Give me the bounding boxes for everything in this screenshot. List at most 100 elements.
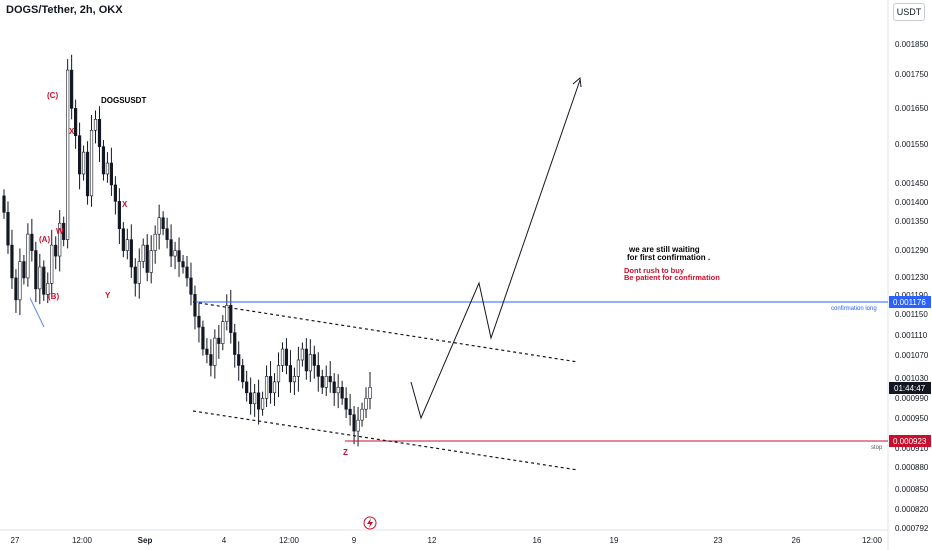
candle-body: [268, 376, 273, 394]
candle-body: [177, 250, 181, 262]
candle-body: [276, 365, 281, 383]
candle-body: [205, 348, 209, 355]
y-tick-label: 0.000792: [895, 524, 929, 533]
candle-body: [10, 244, 14, 279]
candle-body: [340, 387, 344, 399]
wave-label-c: (C): [47, 91, 58, 100]
candle-body: [304, 348, 308, 372]
candle-body: [129, 239, 133, 268]
candle-body: [137, 261, 141, 284]
candle-body: [2, 195, 6, 213]
candle-body: [101, 146, 106, 175]
candle-body: [292, 376, 297, 383]
candle-body: [308, 354, 312, 372]
y-tick-label: 0.001070: [895, 351, 929, 360]
candle-body: [70, 69, 74, 109]
wave-label-z: Z: [343, 448, 348, 457]
candle-body: [233, 332, 237, 355]
candle-body: [89, 129, 94, 197]
candle-body: [185, 266, 189, 279]
confirmation-price-text: 0.001176: [893, 298, 926, 307]
wave-label-y: Y: [105, 291, 111, 300]
candle-body: [6, 211, 10, 246]
candle-body: [328, 376, 332, 383]
y-tick-label: 0.000850: [895, 485, 929, 494]
x-tick-label: 9: [352, 536, 357, 545]
chart-name-label: DOGSUSDT: [101, 96, 146, 105]
projection-path[interactable]: [410, 79, 581, 420]
x-tick-label: 26: [792, 536, 801, 545]
y-tick-label: 0.000950: [895, 414, 929, 423]
candle-body: [336, 387, 340, 394]
candle-body: [368, 387, 372, 399]
candle-body: [105, 162, 110, 175]
y-tick-label: 0.001750: [895, 70, 929, 79]
price-axis[interactable]: 0.001850 0.001750 0.001650 0.001550 0.001450…: [895, 40, 929, 533]
candle-body: [209, 354, 213, 366]
x-tick-label: 12: [428, 536, 437, 545]
candle-body: [18, 261, 22, 301]
candle-body: [97, 119, 102, 147]
projection-arrowhead: [572, 77, 582, 88]
note-line-2: for first confirmation .: [627, 253, 710, 262]
candle-body: [38, 266, 42, 290]
candle-body: [356, 419, 360, 432]
candle-body: [364, 397, 368, 410]
candle-body: [62, 222, 66, 240]
candle-body: [81, 151, 86, 175]
y-tick-label: 0.000880: [895, 463, 929, 472]
candle-body: [30, 233, 34, 251]
candle-body: [54, 244, 58, 257]
candle-body: [352, 414, 356, 432]
y-tick-label: 0.001030: [895, 374, 929, 383]
y-tick-label: 0.001400: [895, 198, 929, 207]
candle-body: [288, 365, 293, 383]
candle-body: [74, 108, 78, 137]
candle-body: [93, 119, 98, 131]
time-axis[interactable]: 27 12:00 Sep 4 12:00 9 12 16 19 23 26 12:00: [11, 536, 883, 545]
channel-lower-line[interactable]: [192, 410, 579, 471]
symbol-title: DOGS/Tether, 2h, OKX: [6, 4, 123, 16]
y-tick-label: 0.001190: [895, 291, 928, 300]
stop-level-label: stop: [871, 445, 883, 451]
candle-body: [26, 233, 30, 279]
trend-segment: [29, 297, 45, 328]
candle-body: [201, 326, 205, 350]
candle-body: [360, 408, 364, 421]
candle-body: [225, 304, 229, 322]
candle-body: [320, 376, 324, 388]
candle-body: [34, 250, 38, 290]
candle-body: [237, 354, 241, 366]
candle-body: [264, 376, 269, 399]
candle-body: [173, 250, 177, 257]
lightning-glyph-icon: [367, 518, 373, 528]
y-tick-label: 0.000990: [895, 394, 929, 403]
candle-body: [241, 365, 245, 383]
warn-line-2: Be patient for confirmation: [624, 273, 720, 282]
current-time-text: 01:44:47: [894, 384, 926, 393]
candle-body: [141, 244, 145, 262]
y-tick-label: 0.001450: [895, 179, 929, 188]
candle-body: [77, 135, 82, 175]
candle-body: [344, 397, 348, 410]
channel-upper-line[interactable]: [192, 301, 579, 363]
candle-body: [161, 217, 165, 230]
x-tick-label: 4: [222, 536, 227, 545]
currency-button[interactable]: USDT: [893, 3, 925, 21]
x-tick-label: 12:00: [279, 536, 300, 545]
stop-price-tag: [889, 435, 931, 447]
candle-body: [46, 283, 50, 295]
candle-body: [165, 228, 169, 240]
candle-body: [50, 244, 54, 284]
x-tick-label: 12:00: [72, 536, 93, 545]
x-tick-label: 23: [714, 536, 723, 545]
x-tick-label: 27: [11, 536, 20, 545]
x-tick-label: Sep: [138, 536, 153, 545]
candle-body: [58, 222, 62, 257]
candle-body: [249, 392, 253, 405]
candle-body: [145, 244, 149, 273]
candle-body: [113, 184, 117, 202]
candle-body: [348, 408, 352, 415]
candle-body: [14, 277, 18, 301]
